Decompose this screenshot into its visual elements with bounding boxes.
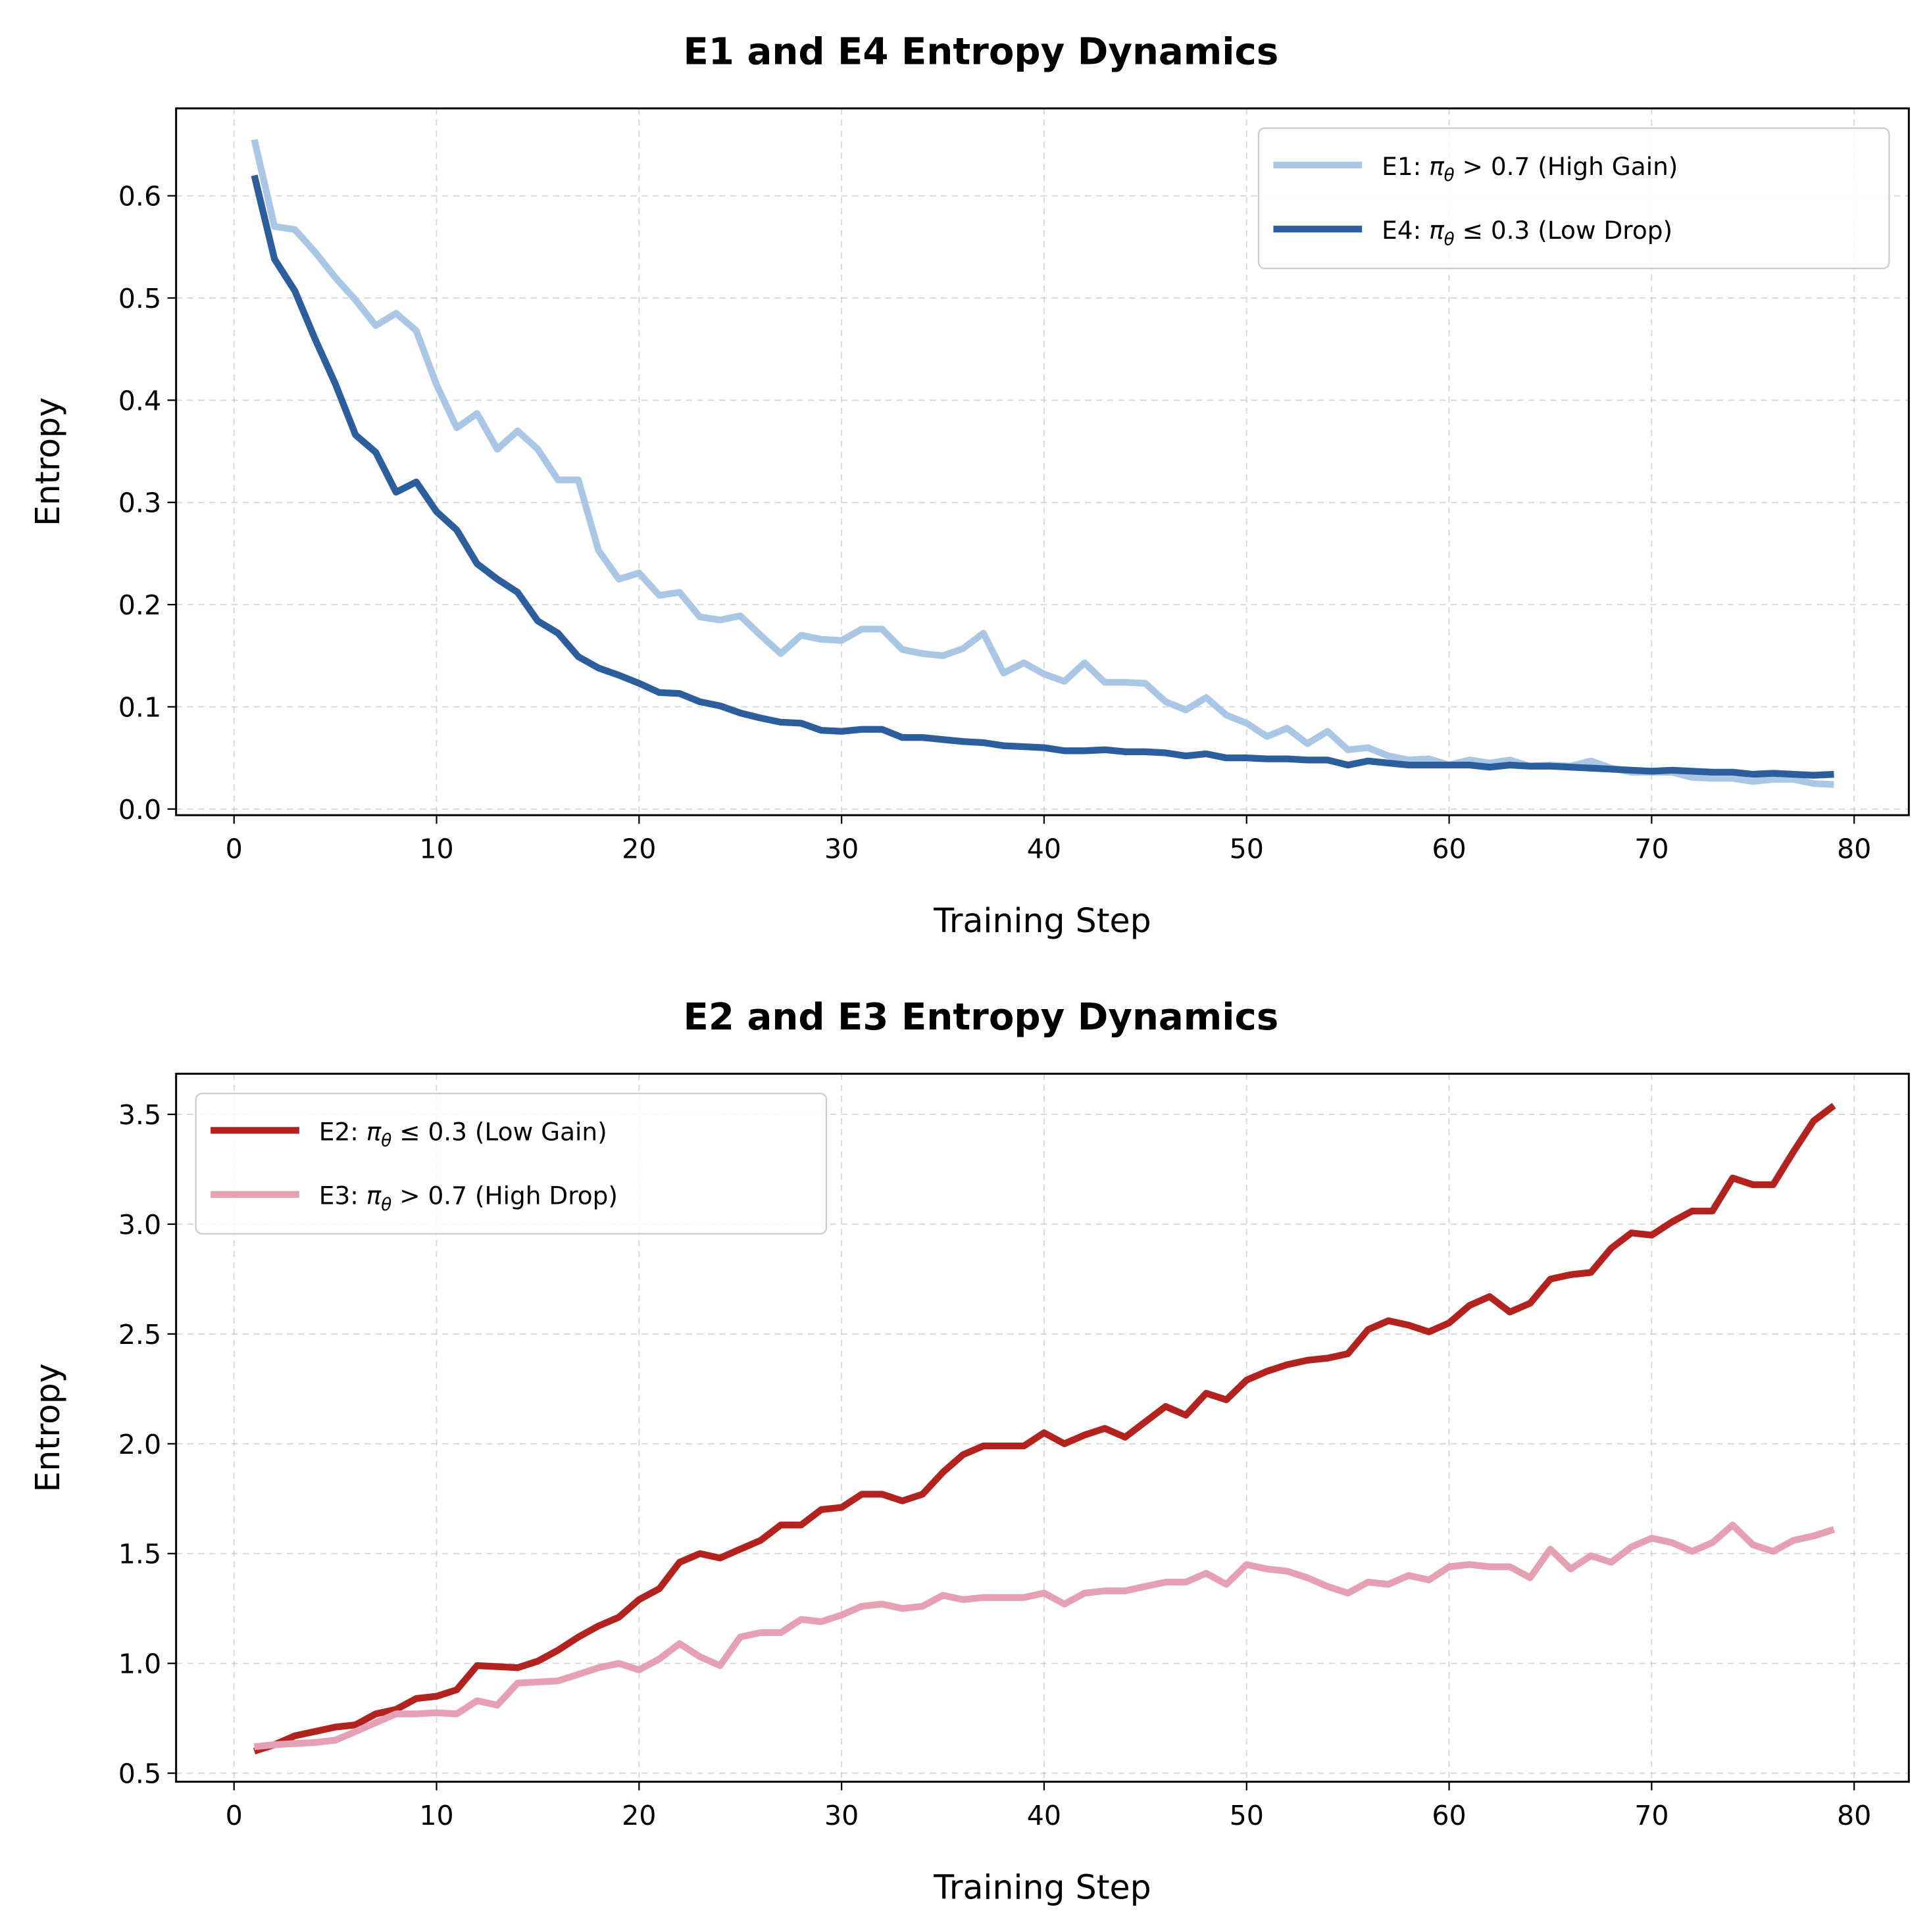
legend-box (195, 1093, 828, 1235)
x-tick-label: 30 (824, 1800, 859, 1831)
series-line-e2 (253, 1102, 1836, 1755)
legend: E2: πθ ≤ 0.3 (Low Gain) E3: πθ > 0.7 (Hig… (195, 1093, 828, 1235)
y-axis-label: Entropy (28, 1363, 67, 1492)
x-tick-label: 30 (824, 833, 859, 865)
y-axis-label: Entropy (28, 397, 67, 526)
y-tick-label: 0.2 (118, 589, 161, 621)
x-tick-label: 40 (1027, 833, 1061, 865)
x-tick-label: 40 (1027, 1800, 1061, 1831)
y-tick-label: 1.0 (118, 1648, 161, 1680)
axes-frame (175, 1072, 1910, 1783)
x-axis-label: Training Step (933, 1868, 1151, 1906)
y-tick-label: 0.3 (118, 487, 161, 519)
x-tick-label: 60 (1432, 1800, 1466, 1831)
y-tick-label: 0.0 (118, 794, 161, 826)
chart-title: E1 and E4 Entropy Dynamics (684, 30, 1279, 73)
x-tick-label: 50 (1230, 1800, 1264, 1831)
x-tick-label: 70 (1634, 1800, 1668, 1831)
y-tick-label: 0.5 (118, 283, 161, 314)
legend-item: E4: πθ ≤ 0.3 (Low Drop) (1273, 216, 1672, 250)
series-line-e3 (253, 1522, 1836, 1750)
y-tick-label: 0.1 (118, 691, 161, 723)
legend-label: E2: πθ ≤ 0.3 (Low Gain) (319, 1117, 607, 1151)
y-tick-label: 3.0 (118, 1209, 161, 1241)
series-line-e4 (251, 174, 1834, 779)
legend-box (1257, 127, 1890, 270)
y-tick-label: 3.5 (118, 1099, 161, 1131)
x-tick-label: 10 (419, 1800, 453, 1831)
axes-frame (175, 107, 1910, 816)
y-tick-label: 0.4 (118, 385, 161, 416)
x-tick-label: 80 (1837, 1800, 1871, 1831)
y-tick-label: 2.5 (118, 1319, 161, 1350)
x-tick-label: 20 (622, 1800, 656, 1831)
y-tick-label: 1.5 (118, 1539, 161, 1570)
legend-label: E4: πθ ≤ 0.3 (Low Drop) (1382, 216, 1672, 249)
legend-item: E3: πθ > 0.7 (High Drop) (211, 1181, 618, 1215)
x-tick-label: 70 (1634, 833, 1668, 865)
legend-label: E1: πθ > 0.7 (High Gain) (1382, 152, 1678, 186)
legend: E1: πθ > 0.7 (High Gain) E4: πθ ≤ 0.3 (Lo… (1257, 127, 1890, 270)
legend-item: E1: πθ > 0.7 (High Gain) (1273, 152, 1678, 186)
y-tick-label: 0.6 (118, 181, 161, 212)
x-tick-label: 10 (419, 833, 453, 865)
chart-title: E2 and E3 Entropy Dynamics (684, 996, 1279, 1039)
x-tick-label: 20 (622, 833, 656, 865)
y-tick-label: 0.5 (118, 1758, 161, 1790)
legend-label: E3: πθ > 0.7 (High Drop) (319, 1181, 618, 1215)
x-axis-label: Training Step (933, 901, 1151, 940)
legend-item: E2: πθ ≤ 0.3 (Low Gain) (211, 1117, 607, 1151)
chart-1: 0 10 20 30 40 50 60 70 80 0.0 0.1 0.2 0.3 0.4 0.5 0.6 E1… (28, 30, 1910, 940)
x-tick-label: 50 (1230, 833, 1264, 865)
y-tick-label: 2.0 (118, 1429, 161, 1460)
x-tick-label: 60 (1432, 833, 1466, 865)
chart-2: 0 10 20 30 40 50 60 70 80 0.5 1.0 1.5 2.0 2.5 3.0 3.5 E2… (28, 996, 1910, 1906)
x-tick-label: 80 (1837, 833, 1871, 865)
x-tick-label: 0 (226, 1800, 243, 1831)
x-tick-label: 0 (226, 833, 243, 865)
